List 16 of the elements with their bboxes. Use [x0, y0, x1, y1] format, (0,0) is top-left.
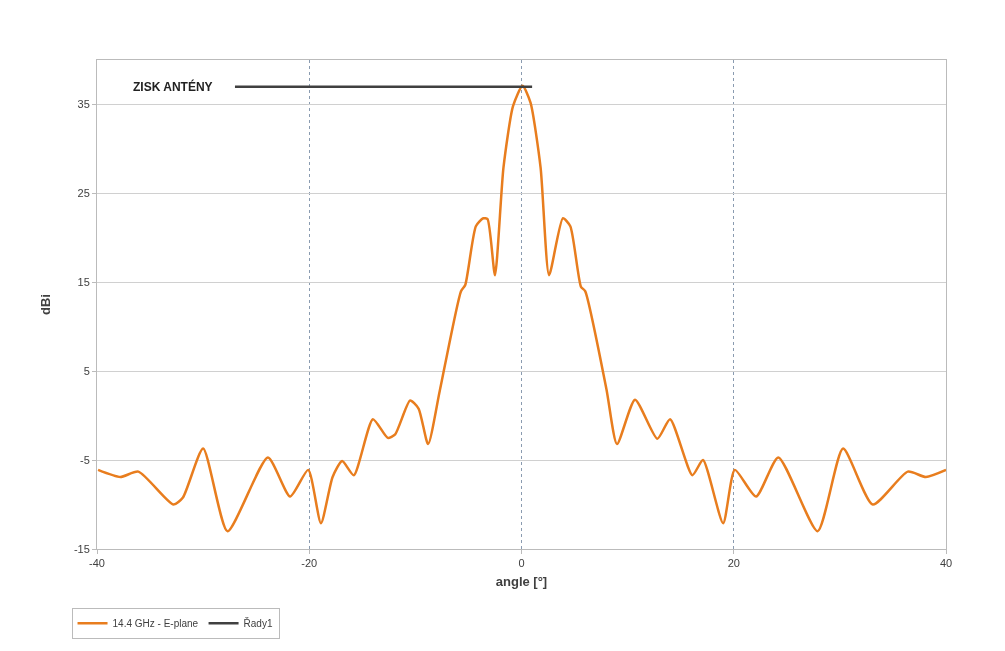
y-tick-label: -15	[73, 542, 90, 555]
y-tick-label: 15	[77, 276, 90, 289]
x-tick-label: -40	[89, 557, 105, 570]
x-tick-label: 0	[518, 557, 525, 570]
y-axis-title: dBi	[37, 294, 53, 315]
annotation: ZISK ANTÉNY	[133, 79, 213, 94]
y-tick-label: 5	[83, 365, 90, 378]
x-axis-title: angle [°]	[495, 573, 548, 589]
x-tick-label: -20	[301, 557, 318, 570]
x-tick-label: 40	[939, 557, 953, 570]
y-tick-label: 35	[77, 98, 90, 111]
x-tick-label: 20	[727, 557, 740, 570]
y-tick-label: 25	[77, 187, 90, 200]
legend-label: 14.4 GHz - E-plane	[112, 618, 199, 630]
legend-label: Řady1	[243, 617, 273, 630]
y-tick-label: -5	[80, 453, 90, 466]
